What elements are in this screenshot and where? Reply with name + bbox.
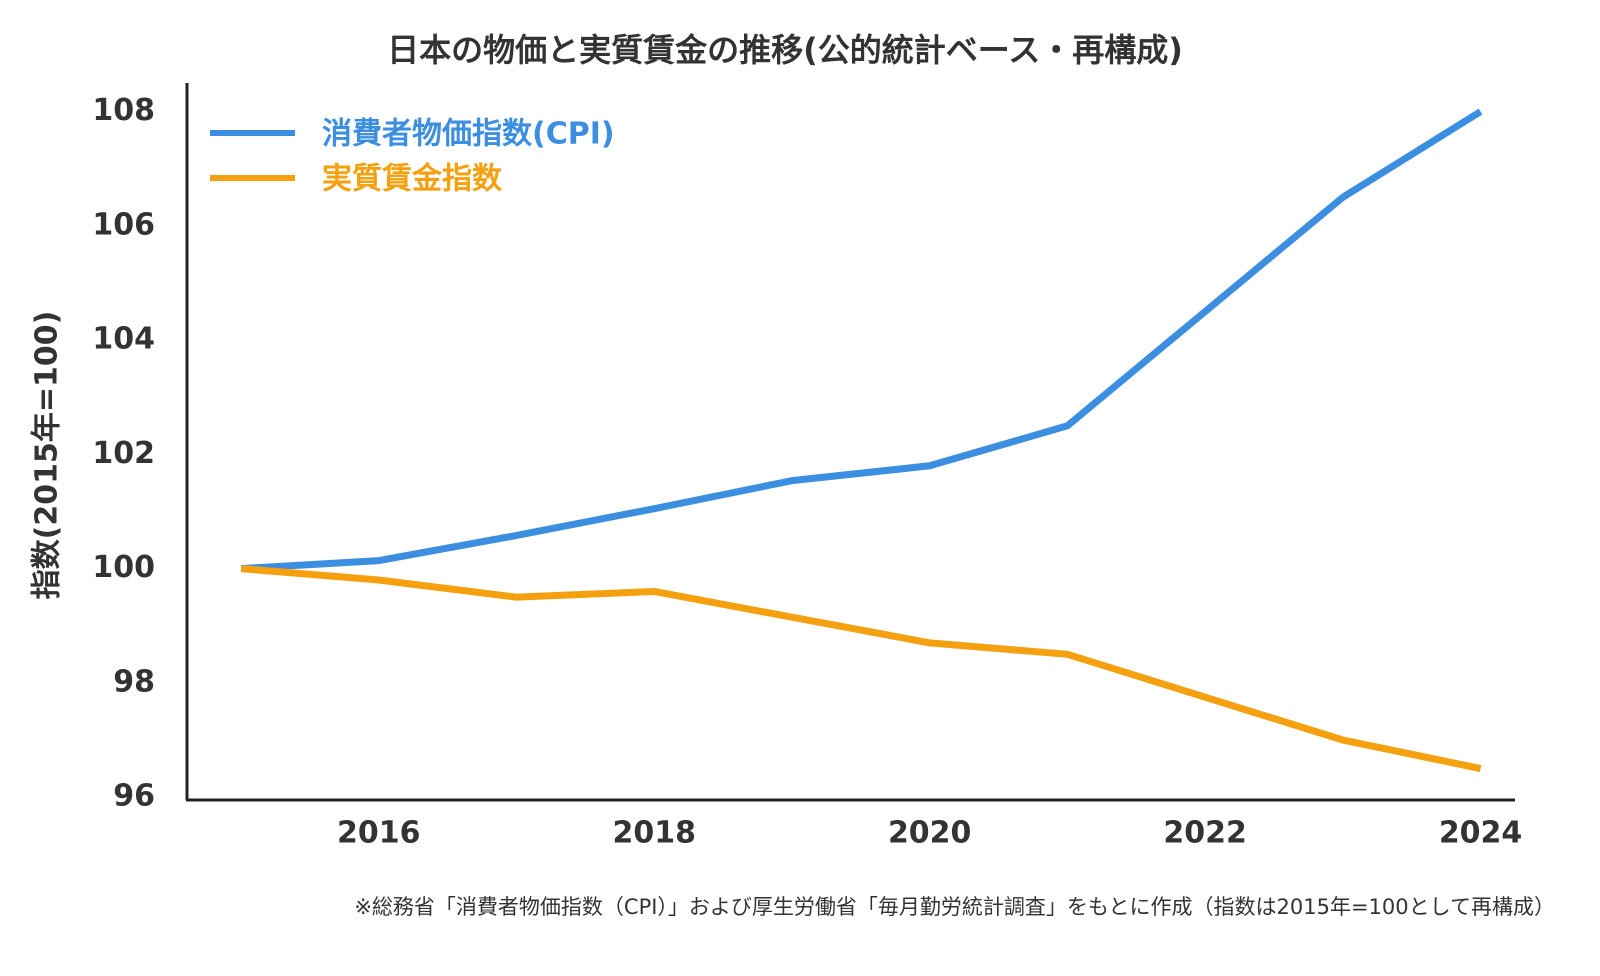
footnote: ※総務省「消費者物価指数（CPI）」および厚生労働省「毎月勤労統計調査」をもとに…	[354, 895, 1555, 919]
series-line	[240, 565, 1482, 773]
y-tick-label: 102	[92, 436, 155, 471]
x-tick-label: 2016	[337, 816, 421, 851]
y-tick-label: 104	[92, 322, 155, 357]
y-tick-label: 100	[92, 550, 155, 585]
y-tick-label: 96	[113, 779, 155, 814]
chart-title: 日本の物価と実質賃金の推移(公的統計ベース・再構成)	[387, 31, 1183, 69]
series-line	[240, 108, 1483, 573]
x-tick-label: 2022	[1163, 816, 1247, 851]
y-tick-label: 106	[92, 207, 155, 242]
y-tick-label: 98	[113, 664, 155, 699]
x-tick-label: 2018	[612, 816, 696, 851]
x-tick-label: 2024	[1439, 816, 1523, 851]
y-tick-label: 108	[92, 93, 155, 128]
x-tick-label: 2020	[888, 816, 972, 851]
y-axis-label: 指数(2015年=100)	[30, 311, 65, 600]
legend-label: 消費者物価指数(CPI)	[322, 117, 615, 152]
legend-label: 実質賃金指数	[322, 162, 503, 197]
